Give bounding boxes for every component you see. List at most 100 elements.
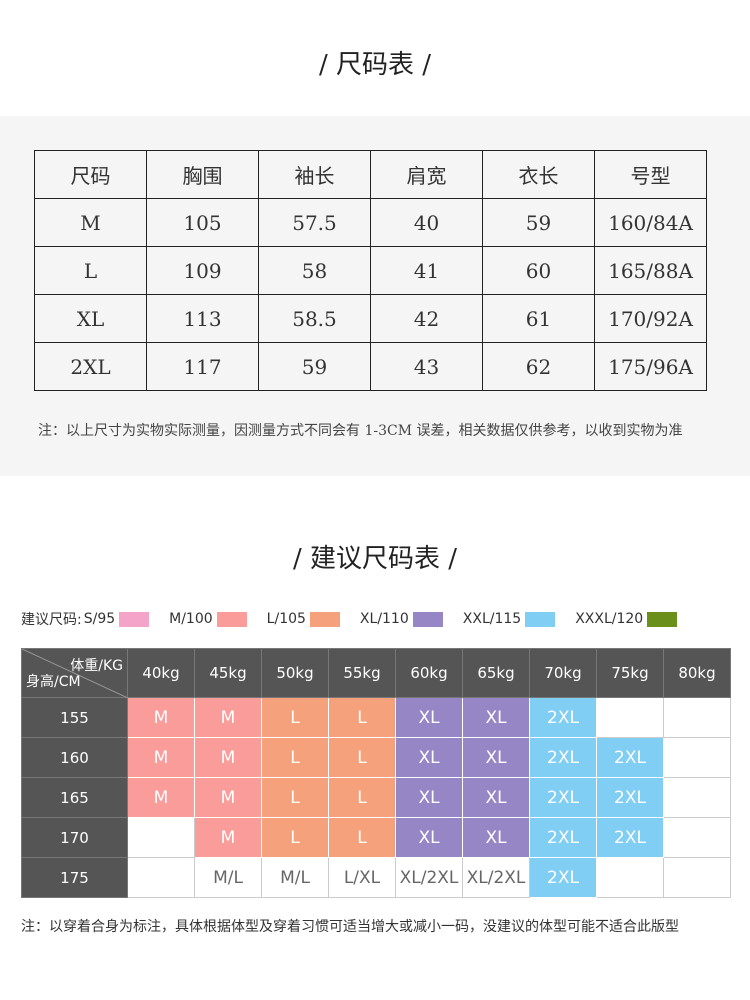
size-cell: XL: [462, 777, 530, 818]
cell: L: [34, 246, 147, 295]
header-cell: 胸围: [146, 150, 259, 199]
height-label: 155: [21, 697, 128, 738]
cell: 58.5: [258, 294, 371, 343]
title: / 建议尺码表 /: [292, 544, 458, 574]
cell: 62: [482, 342, 595, 391]
row: 170 M L L XL XL 2XL 2XL: [21, 817, 731, 858]
header-cell: 肩宽: [370, 150, 483, 199]
cell: 105: [146, 198, 259, 247]
corner-cell: 体重/KG 身高/CM: [21, 648, 128, 698]
header-cell: 袖长: [258, 150, 371, 199]
size-cell: L: [328, 737, 396, 778]
recommend-table: 体重/KG 身高/CM 40kg 45kg 50kg 55kg 60kg 65kg 70kg 75…: [21, 648, 731, 898]
cell: 40: [370, 198, 483, 247]
height-label: 170: [21, 817, 128, 858]
header-row: 尺码 胸围 袖长 肩宽 衣长 号型: [34, 150, 707, 199]
cell: 109: [146, 246, 259, 295]
row: 165 M M L L XL XL 2XL 2XL: [21, 777, 731, 818]
legend-swatch: [647, 611, 678, 627]
legend-text: L/105: [266, 611, 306, 627]
diagonal: [22, 649, 128, 698]
size-cell: 2XL: [529, 697, 597, 738]
legend-swatch: [119, 611, 150, 627]
legend: 建议尺码: S/95 M/100 L/105 XL/110 XXL/115 XXXL/12…: [21, 609, 697, 629]
size-cell: XL: [395, 737, 463, 778]
size-cell: 2XL: [529, 737, 597, 778]
cell: 170/92A: [594, 294, 707, 343]
row: XL 113 58.5 42 61 170/92A: [34, 294, 707, 343]
legend-text: XXXL/120: [575, 611, 644, 627]
size-table: 尺码 胸围 袖长 肩宽 衣长 号型 M 105 57.5 40 59 160/84A L 109 58 41 6…: [34, 150, 707, 391]
size-cell: 2XL: [596, 777, 664, 818]
row: 175 M/L M/L L/XL XL/2XL XL/2XL 2XL: [21, 857, 731, 898]
size-cell: M: [127, 777, 195, 818]
legend-swatch: [525, 611, 556, 627]
empty-cell: [127, 817, 195, 858]
legend-text: M/100: [169, 611, 213, 627]
weight-header: 55kg: [328, 648, 396, 698]
cell: 58: [258, 246, 371, 295]
cell: 59: [258, 342, 371, 391]
size-cell: M: [127, 737, 195, 778]
size-cell: L: [328, 697, 396, 738]
size-cell: M: [194, 777, 262, 818]
size-cell: 2XL: [529, 817, 597, 858]
empty-cell: [663, 777, 731, 818]
cell: 43: [370, 342, 483, 391]
size-cell: M: [194, 817, 262, 858]
note: 注：以穿着合身为标注，具体根据体型及穿着习惯可适当增大或减小一码，没建议的体型可…: [21, 919, 679, 935]
cell: 42: [370, 294, 483, 343]
legend-swatch: [309, 611, 340, 627]
cell: 61: [482, 294, 595, 343]
size-cell: 2XL: [596, 737, 664, 778]
size-cell: M/L: [261, 857, 329, 898]
row: 155 M M L L XL XL 2XL: [21, 697, 731, 738]
empty-cell: [663, 857, 731, 898]
size-cell: L: [328, 777, 396, 818]
header-row: 体重/KG 身高/CM 40kg 45kg 50kg 55kg 60kg 65kg 70kg 75…: [21, 648, 731, 698]
legend-label: 建议尺码:: [21, 612, 82, 628]
size-cell: XL/2XL: [462, 857, 530, 898]
empty-cell: [663, 697, 731, 738]
size-cell: M/L: [194, 857, 262, 898]
legend-swatch: [216, 611, 247, 627]
header-cell: 号型: [594, 150, 707, 199]
size-cell: XL: [462, 697, 530, 738]
size-cell: XL/2XL: [395, 857, 463, 898]
height-label: 165: [21, 777, 128, 818]
weight-header: 40kg: [127, 648, 195, 698]
row: 2XL 117 59 43 62 175/96A: [34, 342, 707, 391]
size-cell: XL: [395, 817, 463, 858]
size-cell: L: [261, 777, 329, 818]
size-cell: M: [194, 697, 262, 738]
cell: 113: [146, 294, 259, 343]
size-cell: XL: [462, 817, 530, 858]
weight-header: 45kg: [194, 648, 262, 698]
corner-top: 体重/KG: [70, 658, 123, 674]
size-cell: L: [261, 737, 329, 778]
size-cell: XL: [462, 737, 530, 778]
cell: 2XL: [34, 342, 147, 391]
height-label: 160: [21, 737, 128, 778]
size-cell: M: [127, 697, 195, 738]
row: M 105 57.5 40 59 160/84A: [34, 198, 707, 247]
header-cell: 衣长: [482, 150, 595, 199]
size-cell: XL: [395, 777, 463, 818]
cell: 59: [482, 198, 595, 247]
cell: 41: [370, 246, 483, 295]
row: L 109 58 41 60 165/88A: [34, 246, 707, 295]
cell: XL: [34, 294, 147, 343]
cell: 57.5: [258, 198, 371, 247]
corner-bottom: 身高/CM: [26, 674, 81, 690]
size-cell: L: [261, 697, 329, 738]
size-cell: L: [261, 817, 329, 858]
row: 160 M M L L XL XL 2XL 2XL: [21, 737, 731, 778]
empty-cell: [663, 817, 731, 858]
cell: 175/96A: [594, 342, 707, 391]
size-cell: 2XL: [596, 817, 664, 858]
empty-cell: [596, 857, 664, 898]
weight-header: 65kg: [462, 648, 530, 698]
cell: 165/88A: [594, 246, 707, 295]
empty-cell: [663, 737, 731, 778]
